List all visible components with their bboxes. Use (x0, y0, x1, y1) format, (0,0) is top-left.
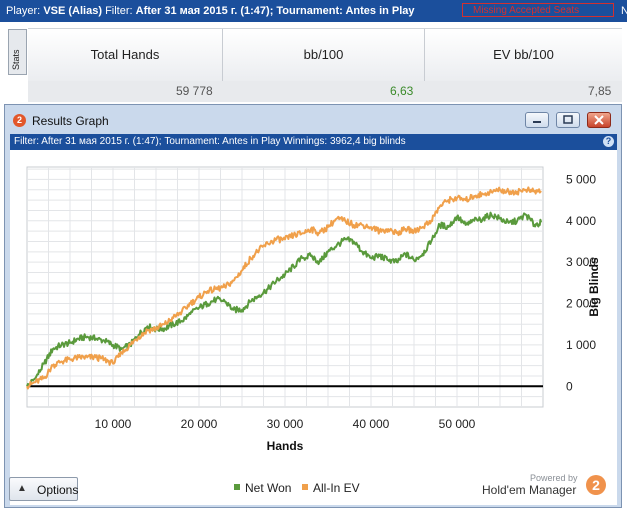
total-hands-value: 59 778 (176, 84, 213, 98)
y-tick-label: 4 000 (566, 214, 596, 228)
bb100-value: 6,63 (390, 84, 414, 98)
player-label: Player: (6, 5, 41, 17)
col-total-hands[interactable]: Total Hands (90, 47, 160, 62)
x-tick-label: 40 000 (353, 417, 390, 431)
options-arrow-icon: ▲ (17, 483, 27, 494)
minimize-icon (533, 121, 541, 123)
maximize-button[interactable] (556, 112, 580, 128)
maximize-icon (563, 115, 573, 124)
minimize-button[interactable] (525, 112, 549, 128)
hm2-logo-icon: 2 (13, 114, 26, 127)
stats-side-tab[interactable]: Stats (8, 29, 27, 75)
top-info-bar: Player: VSE (Alias) Filter: After 31 мая… (0, 0, 627, 22)
ev-bb100-value: 7,85 (588, 84, 612, 98)
truncated-label: N (621, 5, 627, 17)
y-tick-label: 1 000 (566, 338, 596, 352)
y-tick-label: 5 000 (566, 172, 596, 186)
column-divider (424, 29, 425, 81)
close-icon (594, 115, 604, 125)
options-button[interactable]: ▲ Options (9, 477, 78, 501)
options-label: Options (37, 483, 79, 497)
x-tick-label: 10 000 (95, 417, 132, 431)
powered-by-text: Powered by (530, 473, 578, 483)
x-axis-label: Hands (267, 439, 304, 453)
x-tick-label: 30 000 (267, 417, 304, 431)
series-line-net-won (26, 211, 543, 387)
y-axis-label: Big Blinds (587, 257, 601, 317)
x-tick-label: 20 000 (181, 417, 218, 431)
help-icon[interactable]: ? (603, 136, 614, 147)
graph-filter-text: Filter: After 31 мая 2015 г. (1:47); Tou… (14, 136, 406, 147)
y-tick-label: 3 000 (566, 255, 596, 269)
stats-table-header: Total Hands bb/100 EV bb/100 (28, 28, 622, 82)
series-line-all-in-ev (26, 186, 542, 390)
col-bb100[interactable]: bb/100 (303, 47, 344, 62)
y-tick-label: 0 (566, 379, 573, 393)
hm2-badge-icon: 2 (586, 475, 606, 495)
legend-label: Net Won (245, 481, 291, 495)
brand-block: Powered by Hold'em Manager 2 (482, 473, 612, 501)
y-tick-label: 2 000 (566, 297, 596, 311)
missing-seats-warning[interactable]: Missing Accepted Seats (462, 3, 614, 17)
legend-swatch (302, 484, 308, 490)
filter-value: After 31 мая 2015 г. (1:47); Tournament:… (135, 5, 415, 17)
window-title: Results Graph (32, 114, 109, 128)
player-value: VSE (Alias) (43, 5, 102, 17)
col-ev-bb100[interactable]: EV bb/100 (493, 47, 554, 62)
brand-name: Hold'em Manager (482, 483, 577, 497)
stats-table-row[interactable]: 59 778 6,63 7,85 (28, 81, 622, 102)
column-divider (222, 29, 223, 81)
legend-label: All-In EV (313, 481, 360, 495)
legend-swatch (234, 484, 240, 490)
x-tick-label: 50 000 (439, 417, 476, 431)
close-button[interactable] (587, 112, 611, 128)
graph-filter-bar: Filter: After 31 мая 2015 г. (1:47); Tou… (10, 134, 617, 150)
window-titlebar[interactable]: 2 Results Graph (5, 105, 621, 133)
filter-label: Filter: (105, 5, 133, 17)
